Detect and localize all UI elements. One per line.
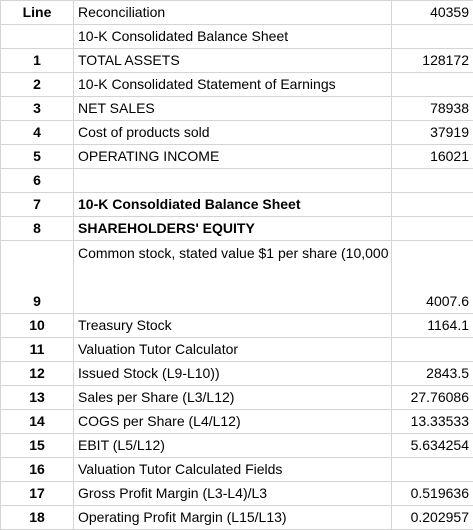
value-cell[interactable]: 4007.6 — [392, 241, 473, 314]
reconciliation-label-cell[interactable]: Reconciliation — [74, 1, 392, 25]
table-row: 15 EBIT (L5/L12) 5.634254 — [1, 434, 473, 458]
section-heading-cell[interactable]: Valuation Tutor Calculator — [74, 338, 392, 362]
description-cell[interactable]: COGS per Share (L4/L12) — [74, 410, 392, 434]
line-number-cell[interactable]: 16 — [1, 458, 74, 482]
line-number-cell[interactable]: 8 — [1, 217, 74, 241]
description-cell[interactable]: Cost of products sold — [74, 121, 392, 145]
table-row: 14 COGS per Share (L4/L12) 13.33533 — [1, 410, 473, 434]
table-row: 17 Gross Profit Margin (L3-L4)/L3 0.5196… — [1, 482, 473, 506]
line-number-cell[interactable]: 5 — [1, 145, 74, 169]
table-row: 10 Treasury Stock 1164.1 — [1, 314, 473, 338]
table-row: 13 Sales per Share (L3/L12) 27.76086 — [1, 386, 473, 410]
line-number-cell[interactable]: 7 — [1, 193, 74, 217]
value-cell[interactable] — [392, 73, 473, 97]
table-row: 1 TOTAL ASSETS 128172 — [1, 49, 473, 73]
line-header-cell[interactable]: Line — [1, 1, 74, 25]
description-cell[interactable]: Operating Profit Margin (L15/L13) — [74, 506, 392, 530]
line-number-cell[interactable]: 14 — [1, 410, 74, 434]
value-cell[interactable] — [392, 169, 473, 193]
table-row: 4 Cost of products sold 37919 — [1, 121, 473, 145]
line-number-cell[interactable]: 10 — [1, 314, 74, 338]
value-cell[interactable]: 0.519636 — [392, 482, 473, 506]
reconciliation-value-cell[interactable]: 40359 — [392, 1, 473, 25]
line-number-cell[interactable] — [1, 25, 74, 49]
value-cell[interactable] — [392, 338, 473, 362]
line-number-cell[interactable]: 17 — [1, 482, 74, 506]
line-number-cell[interactable]: 18 — [1, 506, 74, 530]
value-cell[interactable]: 1164.1 — [392, 314, 473, 338]
table-row: 11 Valuation Tutor Calculator — [1, 338, 473, 362]
description-cell[interactable]: NET SALES — [74, 97, 392, 121]
table-row: 5 OPERATING INCOME 16021 — [1, 145, 473, 169]
value-cell[interactable]: 16021 — [392, 145, 473, 169]
description-cell[interactable]: 10-K Consolidated Statement of Earnings — [74, 73, 392, 97]
table-row: 9 Common stock, stated value $1 per shar… — [1, 241, 473, 314]
table-row: 10-K Consolidated Balance Sheet — [1, 25, 473, 49]
line-number-cell[interactable]: 4 — [1, 121, 74, 145]
description-cell[interactable]: EBIT (L5/L12) — [74, 434, 392, 458]
value-cell[interactable] — [392, 458, 473, 482]
value-cell[interactable]: 128172 — [392, 49, 473, 73]
value-cell[interactable]: 0.202957 — [392, 506, 473, 530]
table-row: 2 10-K Consolidated Statement of Earning… — [1, 73, 473, 97]
line-number-cell[interactable]: 6 — [1, 169, 74, 193]
description-cell[interactable]: 10-K Consolidated Balance Sheet — [74, 25, 392, 49]
table-row: 18 Operating Profit Margin (L15/L13) 0.2… — [1, 506, 473, 530]
line-number-cell[interactable]: 13 — [1, 386, 74, 410]
line-number-cell[interactable]: 2 — [1, 73, 74, 97]
header-row: Line Reconciliation 40359 — [1, 1, 473, 25]
description-cell[interactable]: Gross Profit Margin (L3-L4)/L3 — [74, 482, 392, 506]
value-cell[interactable]: 5.634254 — [392, 434, 473, 458]
table-row: 16 Valuation Tutor Calculated Fields — [1, 458, 473, 482]
description-cell[interactable]: Sales per Share (L3/L12) — [74, 386, 392, 410]
value-cell[interactable] — [392, 193, 473, 217]
description-cell[interactable]: TOTAL ASSETS — [74, 49, 392, 73]
line-number-cell[interactable]: 12 — [1, 362, 74, 386]
value-cell[interactable] — [392, 217, 473, 241]
value-cell[interactable]: 78938 — [392, 97, 473, 121]
line-number-cell[interactable]: 11 — [1, 338, 74, 362]
line-number-cell[interactable]: 3 — [1, 97, 74, 121]
line-number-cell[interactable]: 15 — [1, 434, 74, 458]
table-row: 12 Issued Stock (L9-L10)) 2843.5 — [1, 362, 473, 386]
table-row: 8 SHAREHOLDERS' EQUITY — [1, 217, 473, 241]
description-cell[interactable]: OPERATING INCOME — [74, 145, 392, 169]
value-cell[interactable]: 2843.5 — [392, 362, 473, 386]
table-row: 7 10-K Consoldiated Balance Sheet — [1, 193, 473, 217]
value-cell[interactable]: 37919 — [392, 121, 473, 145]
description-cell[interactable]: Issued Stock (L9-L10)) — [74, 362, 392, 386]
table-row: 3 NET SALES 78938 — [1, 97, 473, 121]
value-cell[interactable]: 27.76086 — [392, 386, 473, 410]
description-cell[interactable]: Treasury Stock — [74, 314, 392, 338]
section-heading-cell[interactable]: Valuation Tutor Calculated Fields — [74, 458, 392, 482]
description-cell[interactable] — [74, 169, 392, 193]
value-cell[interactable]: 13.33533 — [392, 410, 473, 434]
table-row: 6 — [1, 169, 473, 193]
section-heading-cell[interactable]: SHAREHOLDERS' EQUITY — [74, 217, 392, 241]
line-number-cell[interactable]: 9 — [1, 241, 74, 314]
description-cell[interactable]: Common stock, stated value $1 per share … — [74, 241, 392, 314]
section-heading-cell[interactable]: 10-K Consoldiated Balance Sheet — [74, 193, 392, 217]
value-cell[interactable] — [392, 25, 473, 49]
line-number-cell[interactable]: 1 — [1, 49, 74, 73]
